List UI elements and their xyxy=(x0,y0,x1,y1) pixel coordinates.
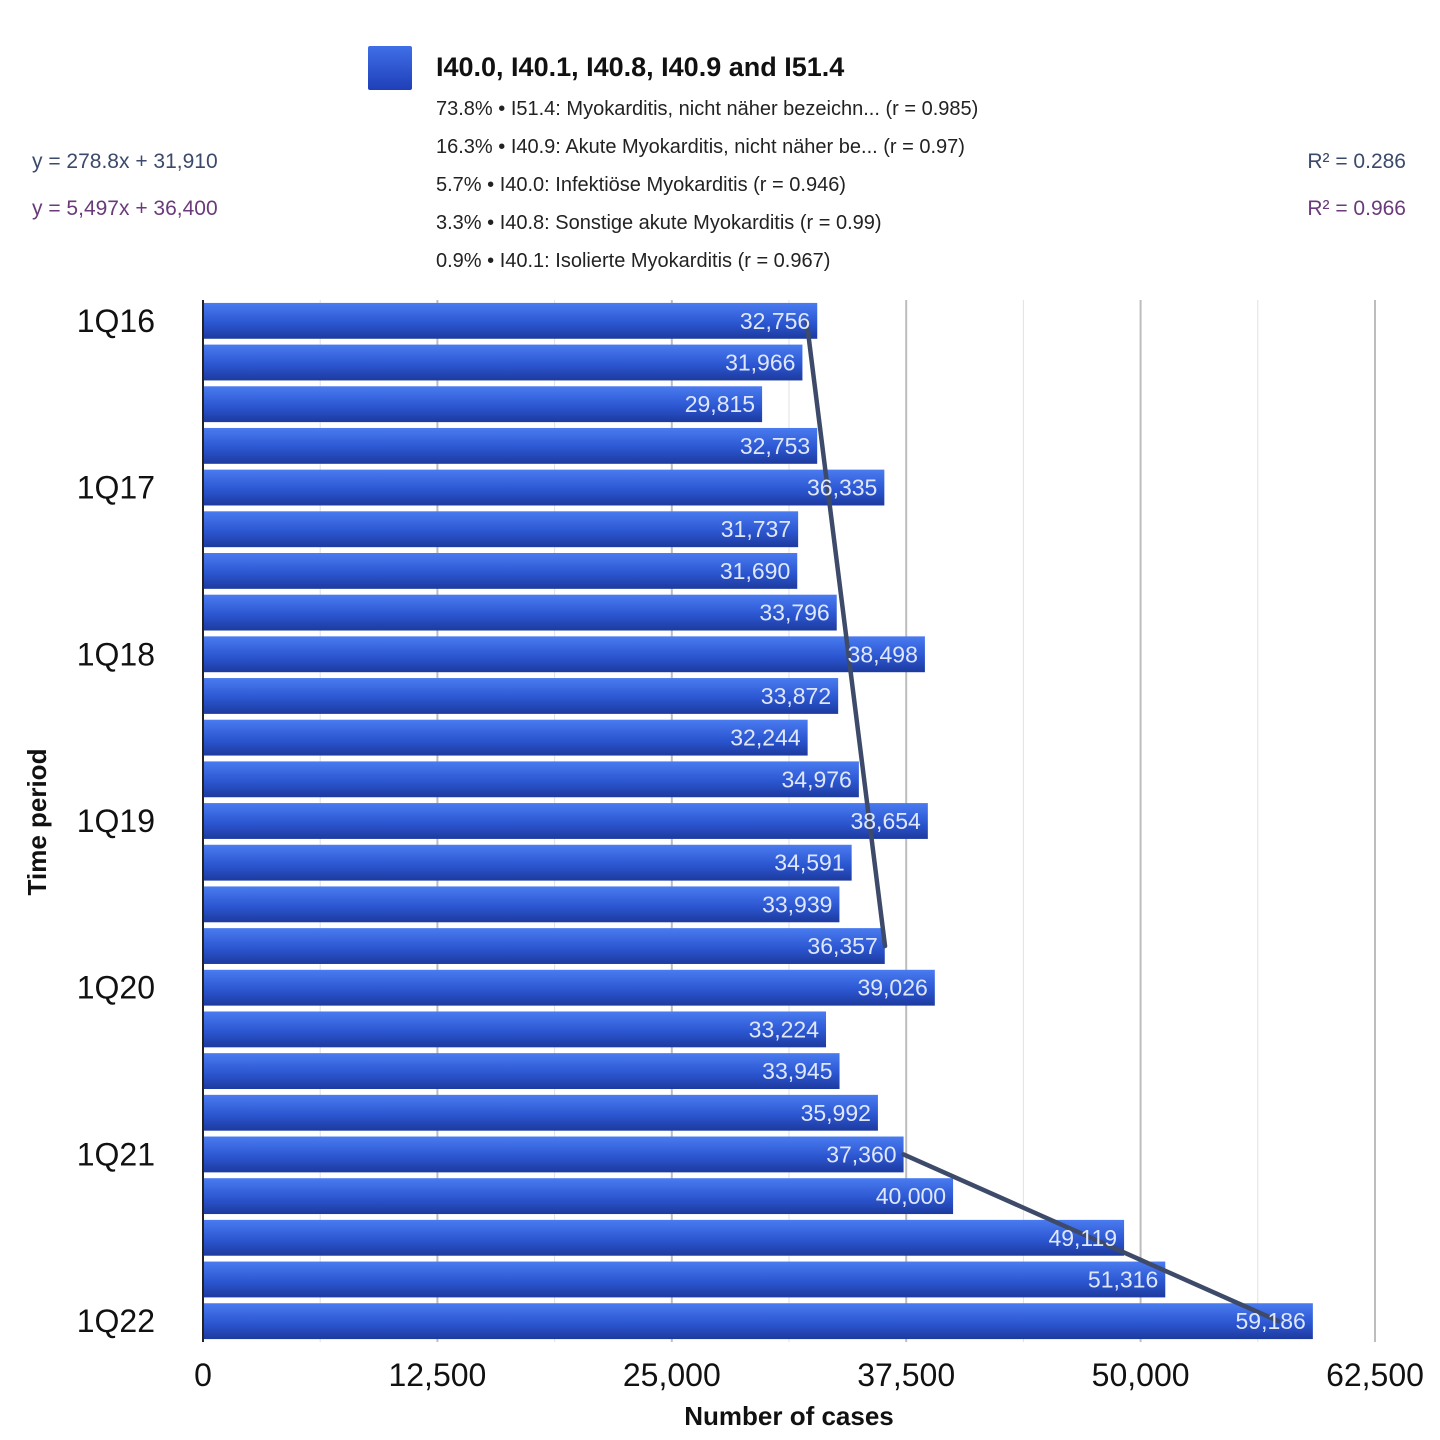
y-tick-label: 1Q22 xyxy=(77,1303,155,1339)
bar xyxy=(203,1303,1313,1340)
data-label: 39,026 xyxy=(857,975,927,1001)
value-labels: 32,756 31,966 29,815 32,753 36,335 31,737 31,6… xyxy=(685,308,1306,1334)
x-tick-label: 37,500 xyxy=(857,1357,955,1393)
legend-title: I40.0, I40.1, I40.8, I40.9 and I51.4 xyxy=(436,52,845,82)
y-tick-label: 1Q18 xyxy=(77,636,155,672)
bar xyxy=(203,1261,1166,1298)
trend-2-r-squared: R² = 0.966 xyxy=(1307,197,1406,220)
bar xyxy=(203,1053,840,1090)
x-tick-label: 50,000 xyxy=(1092,1357,1190,1393)
legend-item-i40-9: 16.3% • I40.9: Akute Myokarditis, nicht … xyxy=(436,136,965,158)
data-label: 32,244 xyxy=(730,725,801,751)
bar xyxy=(203,803,928,839)
trend-1-equation: y = 278.8x + 31,910 xyxy=(32,150,218,173)
data-label: 31,966 xyxy=(725,350,795,376)
y-tick-label: 1Q16 xyxy=(77,303,155,339)
bar xyxy=(203,1178,954,1215)
y-tick-label: 1Q21 xyxy=(77,1136,155,1172)
legend-swatch xyxy=(368,46,412,90)
bar xyxy=(203,469,885,506)
data-label: 31,737 xyxy=(721,516,791,542)
data-label: 38,498 xyxy=(848,641,918,667)
data-label: 49,119 xyxy=(1048,1225,1117,1251)
axes: 0 12,500 25,000 37,500 50,000 62,500 1Q16 1Q17 1… xyxy=(22,300,1424,1431)
data-label: 36,335 xyxy=(807,475,877,501)
data-label: 31,690 xyxy=(720,558,790,584)
bar xyxy=(203,427,818,464)
data-label: 32,756 xyxy=(740,308,810,334)
bar xyxy=(203,761,859,798)
legend-item-i40-8: 3.3% • I40.8: Sonstige akute Myokarditis… xyxy=(436,212,882,234)
data-label: 33,939 xyxy=(762,891,832,917)
bar xyxy=(203,969,935,1006)
bar xyxy=(203,1219,1125,1256)
data-label: 40,000 xyxy=(876,1183,946,1209)
x-axis-title: Number of cases xyxy=(684,1401,894,1431)
data-label: 33,872 xyxy=(761,683,831,709)
data-label: 38,654 xyxy=(850,808,921,834)
legend-item-i51-4: 73.8% • I51.4: Myokarditis, nicht näher … xyxy=(436,98,979,120)
legend-item-i40-0: 5.7% • I40.0: Infektiöse Myokarditis (r … xyxy=(436,174,846,196)
y-tick-label: 1Q17 xyxy=(77,470,155,506)
trendline-1 xyxy=(804,318,888,949)
bar xyxy=(203,844,852,881)
bars xyxy=(203,302,1313,1340)
data-label: 32,753 xyxy=(740,433,810,459)
bar xyxy=(203,928,885,964)
bar xyxy=(203,719,808,756)
trend-2-equation: y = 5,497x + 36,400 xyxy=(32,197,218,220)
bar xyxy=(203,552,798,589)
x-tick-label: 0 xyxy=(194,1357,212,1393)
data-label: 34,976 xyxy=(782,766,852,792)
data-label: 37,360 xyxy=(826,1141,896,1167)
y-tick-label: 1Q20 xyxy=(77,970,155,1006)
y-tick-label: 1Q19 xyxy=(77,803,155,839)
trend-1-r-squared: R² = 0.286 xyxy=(1307,150,1406,173)
bar xyxy=(203,636,925,673)
bar xyxy=(203,344,803,381)
y-axis-title: Time period xyxy=(22,749,52,896)
bar xyxy=(203,1094,878,1131)
bar xyxy=(203,1011,827,1048)
trendline-2 xyxy=(901,1152,1281,1324)
bar xyxy=(203,678,839,714)
bar xyxy=(203,594,837,631)
trendlines xyxy=(804,318,1281,1324)
data-label: 33,945 xyxy=(762,1058,832,1084)
bar xyxy=(203,511,799,548)
x-tick-label: 25,000 xyxy=(623,1357,721,1393)
data-label: 51,316 xyxy=(1088,1266,1158,1292)
bar xyxy=(203,302,818,339)
data-label: 33,796 xyxy=(759,600,829,626)
bar xyxy=(203,1136,904,1173)
bar xyxy=(203,886,840,923)
data-label: 36,357 xyxy=(807,933,877,959)
data-label: 33,224 xyxy=(749,1016,820,1042)
data-label: 34,591 xyxy=(774,850,844,876)
x-tick-label: 62,500 xyxy=(1326,1357,1424,1393)
data-label: 59,186 xyxy=(1235,1308,1305,1334)
data-label: 35,992 xyxy=(801,1100,871,1126)
legend-item-i40-1: 0.9% • I40.1: Isolierte Myokarditis (r =… xyxy=(436,250,831,272)
bar xyxy=(203,386,763,423)
data-label: 29,815 xyxy=(685,391,755,417)
x-tick-label: 12,500 xyxy=(388,1357,486,1393)
